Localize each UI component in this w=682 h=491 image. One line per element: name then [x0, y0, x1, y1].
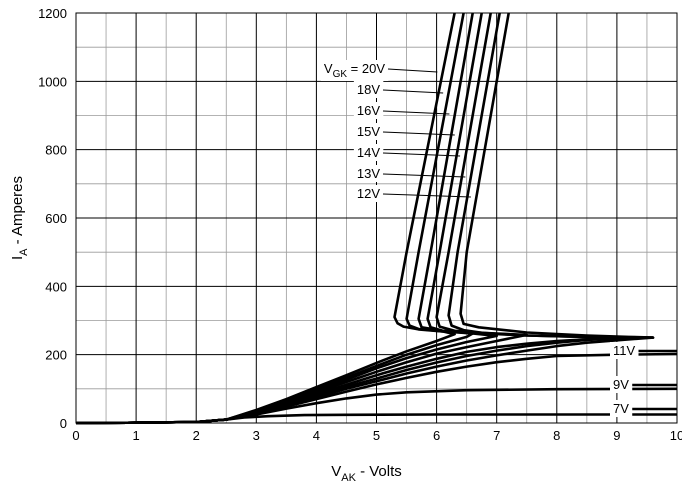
curve-label-9V: 9V [613, 377, 629, 392]
leader-line-16V [382, 110, 450, 115]
curve-label-20V: VGK = 20V [324, 61, 385, 80]
curve-label-15V: 15V [357, 124, 380, 139]
leader-line-18V [382, 89, 444, 94]
plot-frame [75, 12, 678, 424]
x-tick-labels: 0 1 2 3 4 5 6 7 8 9 10 [72, 428, 682, 443]
curve-label-bg [610, 342, 639, 359]
curve-label-bg [610, 376, 633, 393]
y-tick-label: 400 [45, 279, 67, 294]
x-tick-label: 4 [313, 428, 320, 443]
leader-line-15V [382, 131, 455, 136]
curve-label-11V: 11V [613, 343, 635, 358]
x-axis-title-rest: - Volts [356, 463, 402, 480]
x-tick-label: 3 [253, 428, 260, 443]
curve-label-7V: 7V [613, 401, 629, 416]
leader-line-14V [382, 152, 461, 157]
curve-label-16V: 16V [357, 103, 380, 118]
curve-label-bg [353, 165, 384, 182]
x-tick-label: 6 [433, 428, 440, 443]
curve-label-12V: 12V [357, 186, 380, 201]
curve-label-bg [353, 144, 384, 161]
y-tick-label: 800 [45, 143, 67, 158]
y-tick-label: 200 [45, 348, 67, 363]
label-backgrounds [320, 60, 639, 417]
x-tick-label: 8 [553, 428, 560, 443]
vgk-label-subscript: GK [333, 69, 348, 80]
leader-line-12V [382, 193, 471, 198]
y-tick-label: 600 [45, 211, 67, 226]
y-tick-label: 1000 [38, 74, 67, 89]
x-tick-label: 5 [373, 428, 380, 443]
y-tick-label: 0 [60, 416, 67, 431]
curve-label-18V: 18V [357, 82, 380, 97]
y-tick-label: 1200 [38, 6, 67, 21]
x-tick-label: 0 [72, 428, 79, 443]
x-axis-title-main: V [331, 463, 341, 480]
curve-label-14V: 14V [357, 145, 380, 160]
curve-label-bg [353, 81, 384, 98]
curve-20V [75, 12, 456, 425]
label-leader-lines [382, 68, 677, 411]
x-tick-label: 10 [670, 428, 682, 443]
curve-label-bg [610, 400, 633, 417]
curve-label-13V: 13V [357, 166, 380, 181]
curve-label-bg [320, 60, 389, 81]
curve-label-bg [353, 185, 384, 202]
x-tick-label: 7 [493, 428, 500, 443]
vgk-label-prefix: V [324, 61, 333, 76]
leader-line-13V [382, 173, 466, 178]
y-axis-title-main: I [9, 256, 26, 260]
y-tick-labels: 0 200 400 600 800 1000 1200 [38, 6, 67, 431]
x-tick-label: 9 [613, 428, 620, 443]
y-axis-title-rest: - Amperes [9, 176, 26, 249]
x-tick-label: 2 [193, 428, 200, 443]
x-tick-label: 1 [132, 428, 139, 443]
y-axis-title-sub: A [18, 248, 30, 256]
vgk-label-suffix: = 20V [347, 61, 385, 76]
curve-label-bg [353, 123, 384, 140]
curve-label-bg [353, 102, 384, 119]
y-axis-title: IA - Amperes [9, 176, 30, 260]
x-axis-title-sub: AK [341, 472, 356, 484]
x-axis-title: VAK - Volts [331, 463, 402, 484]
leader-line-20V [387, 68, 438, 73]
characteristic-curves [75, 12, 678, 425]
curve-labels: VGK = 20V 18V 16V 15V 14V 13V 12V 11V 9V 7V [324, 61, 636, 416]
